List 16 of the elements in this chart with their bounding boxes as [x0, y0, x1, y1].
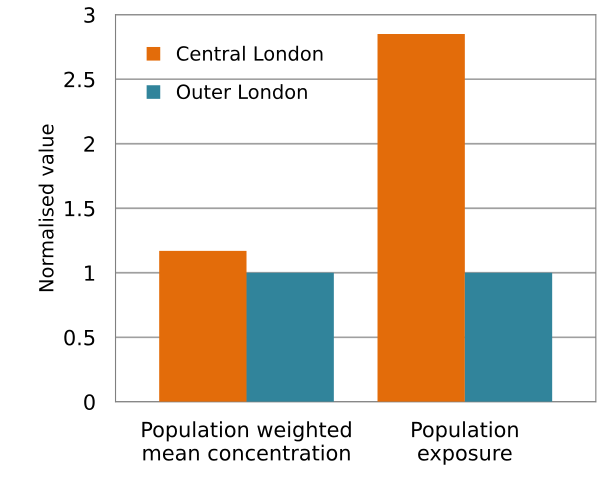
y-tick-label: 2.5: [64, 72, 94, 88]
x-tick-label: Population weighted mean concentration: [142, 421, 351, 461]
bar: [246, 272, 334, 402]
legend-label: Outer London: [176, 84, 307, 100]
bar: [159, 250, 247, 402]
bar: [378, 34, 465, 402]
x-tick-label: Population exposure: [412, 421, 518, 465]
y-axis-title: Normalised value: [38, 124, 54, 292]
y-tick-label: 3: [84, 7, 94, 23]
legend-label: Central London: [176, 46, 322, 61]
y-tick-label: 0.5: [64, 330, 94, 346]
y-tick-label: 2: [84, 136, 94, 152]
y-tick-label: 0: [84, 394, 95, 410]
y-tick-label: 1.5: [65, 200, 94, 216]
y-tick-label: 1: [85, 265, 94, 281]
bar: [464, 272, 552, 402]
